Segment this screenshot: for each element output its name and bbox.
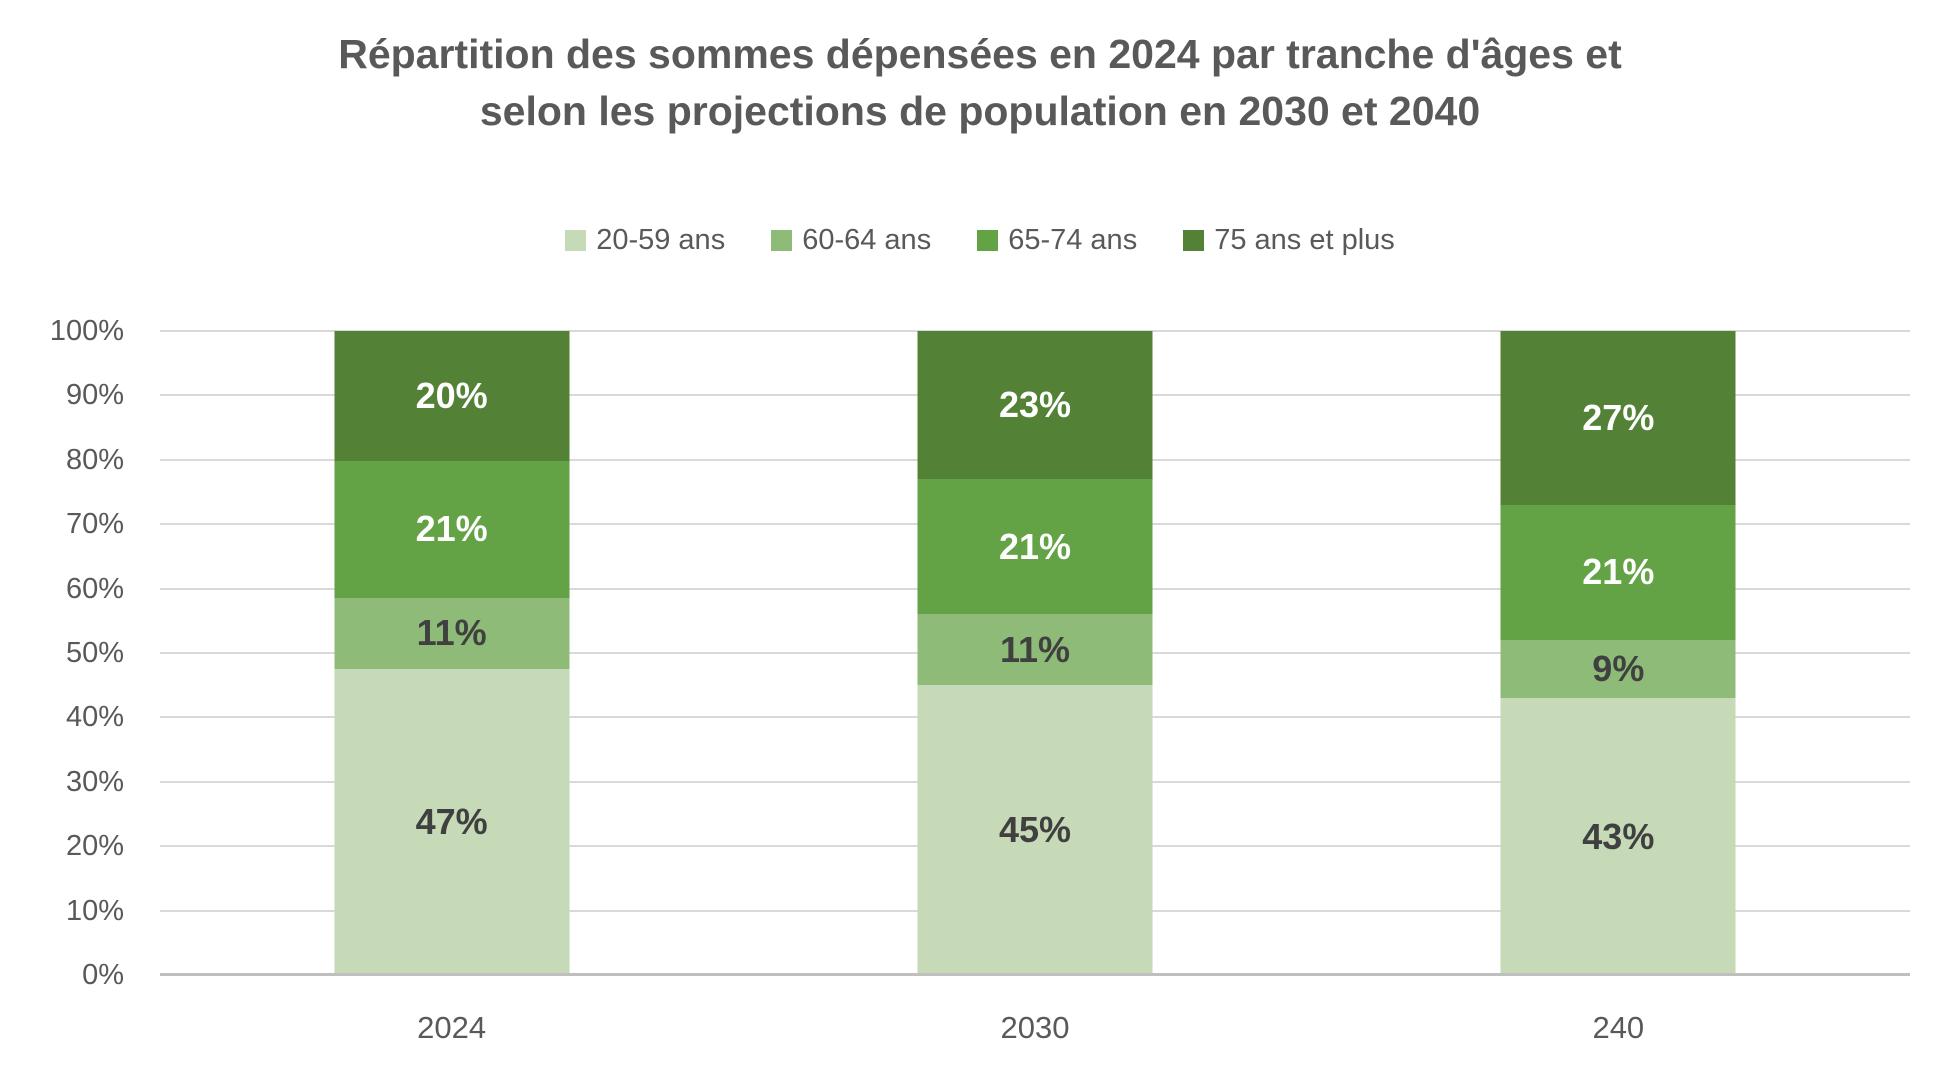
legend-swatch-icon — [565, 230, 587, 251]
data-label: 47% — [415, 801, 488, 843]
bar-segment-2030-20-59-ans: 45% — [917, 685, 1153, 975]
data-label: 9% — [1592, 648, 1645, 690]
stacked-bar-2024: 20% 21% 11% 47% — [334, 331, 570, 975]
bar-segment-240-60-64-ans: 9% — [1500, 640, 1736, 699]
data-label: 11% — [999, 628, 1071, 670]
bar-slot-240: 27% 21% 9% 43% — [1327, 331, 1910, 975]
data-label: 43% — [1582, 815, 1655, 857]
y-tick-label: 10% — [65, 894, 124, 927]
data-label: 45% — [998, 809, 1072, 851]
bar-segment-240-65-74-ans: 21% — [1500, 504, 1736, 641]
y-tick-label: 0% — [82, 959, 124, 991]
y-tick-label: 70% — [65, 508, 124, 541]
y-tick-label: 30% — [65, 765, 124, 798]
y-tick-label: 100% — [49, 315, 124, 347]
bar-segment-2024-20-59-ans: 47% — [334, 669, 570, 975]
legend-item-20-59-ans: 20-59 ans — [565, 224, 725, 257]
legend-label: 20-59 ans — [596, 224, 726, 256]
x-axis: 2024 2030 240 — [160, 1008, 1910, 1048]
bar-segment-2024-60-64-ans: 11% — [334, 597, 570, 670]
data-label: 11% — [416, 612, 487, 654]
bar-segment-240-20-59-ans: 43% — [1500, 698, 1736, 975]
legend-label: 60-64 ans — [802, 224, 932, 256]
y-tick-label: 40% — [65, 701, 124, 734]
x-tick-label-2030: 2030 — [1000, 1010, 1070, 1045]
data-label: 23% — [998, 384, 1072, 426]
bar-segment-2030-60-64-ans: 11% — [917, 614, 1153, 686]
data-label: 27% — [1582, 396, 1655, 438]
y-tick-label: 90% — [65, 379, 124, 412]
legend-item-60-64-ans: 60-64 ans — [771, 224, 931, 257]
bar-slot-2024: 20% 21% 11% 47% — [160, 331, 743, 975]
bar-segment-2030-65-74-ans: 21% — [917, 479, 1153, 615]
data-label: 21% — [1582, 551, 1655, 593]
bars-row: 20% 21% 11% 47% 23% 21% 11% 45% 27% 21% 9% 43% — [160, 331, 1910, 975]
legend-item-75-ans-et-plus: 75 ans et plus — [1183, 224, 1395, 257]
y-axis: 100% 90% 80% 70% 60% 50% 40% 30% 20% 10% 0% — [0, 0, 124, 1082]
chart-title: Répartition des sommes dépensées en 2024… — [0, 26, 1960, 140]
y-tick-label: 80% — [65, 443, 124, 476]
chart-title-line1: Répartition des sommes dépensées en 2024… — [338, 31, 1622, 77]
legend-item-65-74-ans: 65-74 ans — [977, 224, 1137, 257]
legend-label: 65-74 ans — [1008, 224, 1138, 256]
chart-title-line2: selon les projections de population en 2… — [479, 88, 1481, 134]
legend-swatch-icon — [771, 230, 793, 251]
x-tick-label-240: 240 — [1592, 1010, 1645, 1045]
stacked-bar-2030: 23% 21% 11% 45% — [917, 331, 1153, 975]
bar-slot-2030: 23% 21% 11% 45% — [743, 331, 1326, 975]
y-tick-label: 60% — [65, 572, 124, 605]
stacked-bar-240: 27% 21% 9% 43% — [1500, 331, 1736, 975]
x-tick-label-2024: 2024 — [417, 1010, 487, 1045]
data-label: 21% — [415, 508, 488, 550]
legend-label: 75 ans et plus — [1214, 224, 1395, 256]
y-tick-label: 20% — [65, 830, 124, 863]
bar-segment-240-75-ans-et-plus: 27% — [1500, 331, 1736, 505]
plot-area: 20% 21% 11% 47% 23% 21% 11% 45% 27% 21% 9% 43% — [160, 330, 1910, 976]
bar-segment-2030-75-ans-et-plus: 23% — [917, 331, 1153, 480]
bar-segment-2024-75-ans-et-plus: 20% — [334, 331, 570, 462]
legend-swatch-icon — [977, 230, 999, 251]
legend-swatch-icon — [1183, 230, 1205, 251]
legend: 20-59 ans 60-64 ans 65-74 ans 75 ans et plu… — [0, 224, 1960, 257]
x-axis-line — [160, 973, 1910, 976]
data-label: 20% — [415, 375, 488, 417]
bar-segment-2024-65-74-ans: 21% — [334, 461, 570, 598]
y-tick-label: 50% — [65, 637, 124, 669]
data-label: 21% — [998, 525, 1072, 567]
